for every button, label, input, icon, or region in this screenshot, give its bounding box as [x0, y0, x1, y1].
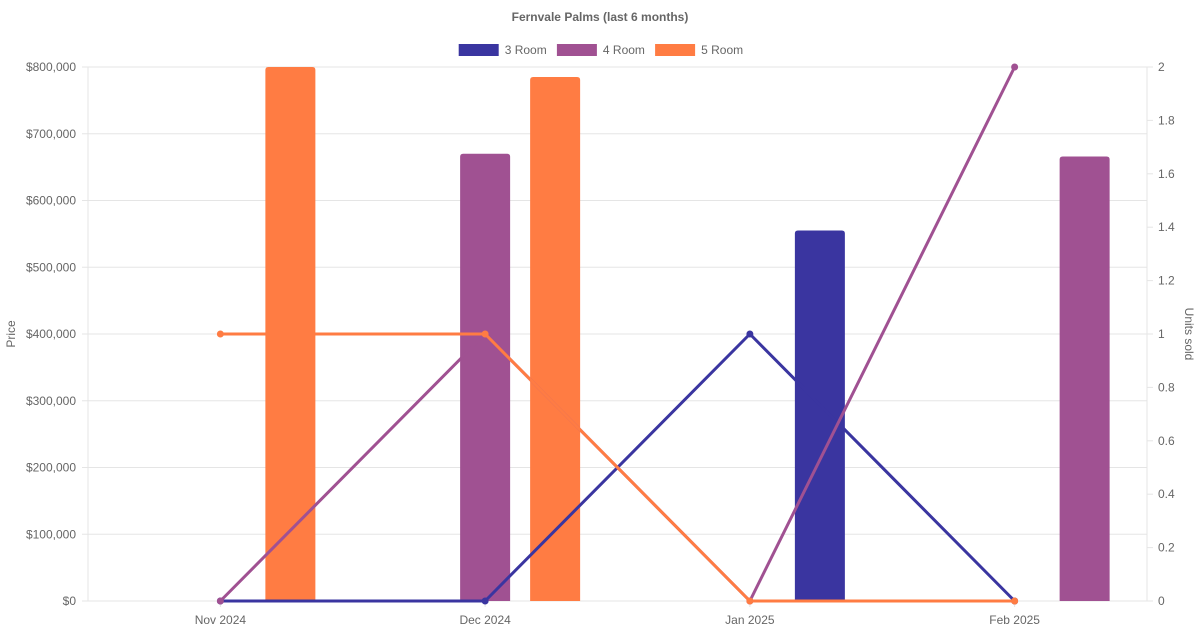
y-axis-title: Price — [4, 320, 18, 348]
point-4-room — [1011, 63, 1019, 71]
legend-swatch-4-room — [556, 44, 597, 56]
y-tick-label: $0 — [63, 594, 77, 608]
point-4-room — [216, 597, 224, 605]
legend-label-3-room: 3 Room — [505, 43, 547, 57]
y-tick-label: $400,000 — [26, 327, 76, 341]
point-5-room — [746, 597, 754, 605]
x-tick-label: Dec 2024 — [459, 613, 511, 627]
chart-title: Fernvale Palms (last 6 months) — [512, 10, 689, 24]
y-tick-label: $700,000 — [26, 127, 76, 141]
y2-tick-label: 1.6 — [1158, 167, 1175, 181]
legend: 3 Room 4 Room 5 Room — [458, 43, 743, 57]
legend-label-4-room: 4 Room — [603, 43, 645, 57]
legend-swatch-5-room — [655, 44, 696, 56]
bar-3-room — [794, 230, 845, 601]
y-tick-label: $200,000 — [26, 461, 76, 475]
grid — [82, 66, 1148, 602]
y2-tick-label: 2 — [1158, 60, 1165, 74]
y2-tick-label: 1.8 — [1158, 113, 1175, 127]
y-tick-label: $800,000 — [26, 60, 76, 74]
bar-5-room — [530, 77, 581, 601]
point-5-room — [481, 330, 489, 338]
x-axis: Nov 2024 Dec 2024 Jan 2025 Feb 2025 — [195, 601, 1040, 627]
point-5-room — [1011, 597, 1019, 605]
bar-4-room — [1059, 156, 1110, 601]
y2-tick-label: 1.4 — [1158, 220, 1175, 234]
bar-4-room — [460, 153, 511, 601]
y2-tick-label: 0.8 — [1158, 380, 1175, 394]
y2-tick-label: 0.4 — [1158, 487, 1175, 501]
point-3-room — [746, 330, 754, 338]
y2-tick-label: 1.2 — [1158, 274, 1175, 288]
y2-axis-title: Units sold — [1182, 308, 1196, 361]
x-tick-label: Feb 2025 — [989, 613, 1040, 627]
y-axis-right: 0 0.2 0.4 0.6 0.8 1 1.2 1.4 1.6 1.8 2 — [1147, 60, 1175, 608]
lines — [216, 63, 1019, 605]
y2-tick-label: 0.2 — [1158, 541, 1175, 555]
y-tick-label: $100,000 — [26, 527, 76, 541]
x-tick-label: Jan 2025 — [725, 613, 775, 627]
point-5-room — [216, 330, 224, 338]
y2-tick-label: 0.6 — [1158, 434, 1175, 448]
y-axis-left: $0 $100,000 $200,000 $300,000 $400,000 $500,0… — [26, 60, 76, 608]
point-3-room — [481, 597, 489, 605]
legend-label-5-room: 5 Room — [701, 43, 743, 57]
legend-swatch-3-room — [458, 44, 499, 56]
y2-tick-label: 1 — [1158, 327, 1165, 341]
x-tick-label: Nov 2024 — [195, 613, 247, 627]
y-tick-label: $300,000 — [26, 394, 76, 408]
y2-tick-label: 0 — [1158, 594, 1165, 608]
y-tick-label: $600,000 — [26, 194, 76, 208]
line-5-room — [220, 332, 1015, 603]
y-tick-label: $500,000 — [26, 260, 76, 274]
